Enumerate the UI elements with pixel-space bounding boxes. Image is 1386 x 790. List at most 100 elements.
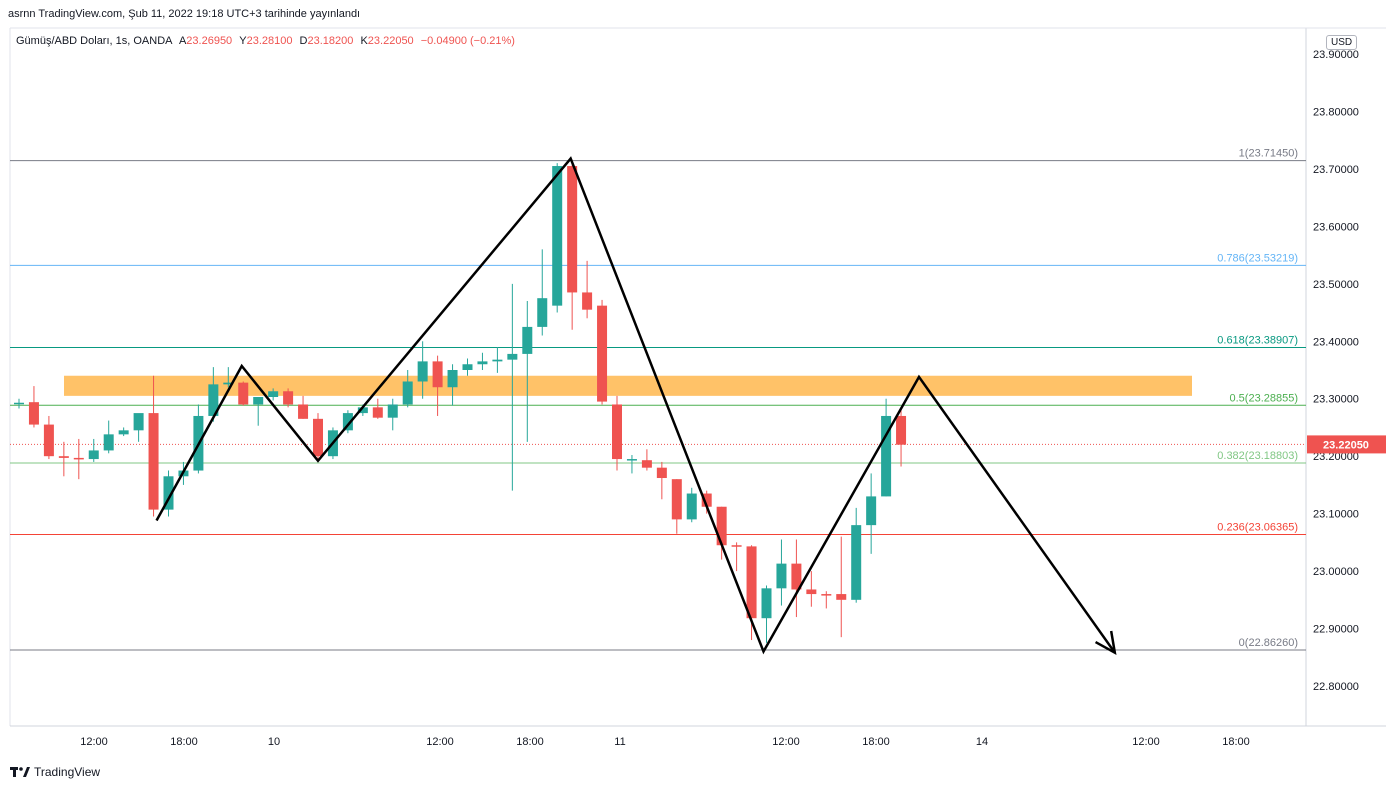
time-axis-tick-label: 12:00 xyxy=(772,736,800,748)
time-axis-tick-label: 10 xyxy=(268,736,280,748)
legend-change-value: −0.04900 (−0.21%) xyxy=(420,35,515,47)
candle-body xyxy=(298,404,309,419)
candle-body xyxy=(28,402,39,425)
legend-symbol: Gümüş/ABD Doları, 1s, OANDA xyxy=(16,35,172,47)
last-price-label: 23.22050 xyxy=(1323,439,1369,451)
candle-body xyxy=(776,563,787,589)
footer-brand-text: TradingView xyxy=(34,765,101,779)
candle-body xyxy=(567,166,578,293)
fib-level-label: 0.5(23.28855) xyxy=(1230,392,1299,404)
candle-body xyxy=(806,589,817,595)
chart-legend: Gümüş/ABD Doları, 1s, OANDA A23.26950 Y2… xyxy=(16,35,515,47)
currency-badge[interactable]: USD xyxy=(1326,35,1358,50)
time-axis-tick-label: 12:00 xyxy=(80,736,108,748)
candle-body xyxy=(761,588,772,619)
candle-body xyxy=(582,292,593,310)
candle-body xyxy=(208,384,219,416)
legend-low-label: D xyxy=(299,35,308,47)
candle-body xyxy=(731,545,742,547)
price-axis-tick-label: 23.40000 xyxy=(1313,336,1359,348)
candle-body xyxy=(656,467,667,479)
price-axis-tick-label: 23.80000 xyxy=(1313,106,1359,118)
candle-body xyxy=(88,450,99,460)
candle-body xyxy=(537,298,548,327)
candle-body xyxy=(746,546,757,619)
candle-body xyxy=(73,457,84,460)
candle-body xyxy=(836,594,847,600)
candle-body xyxy=(552,166,563,306)
candle-body xyxy=(148,413,159,510)
candle-body xyxy=(821,594,832,596)
price-axis-tick-label: 23.00000 xyxy=(1313,566,1359,578)
fib-level-label: 0.786(23.53219) xyxy=(1217,252,1298,264)
candle-body xyxy=(238,382,249,405)
price-axis-tick-label: 23.30000 xyxy=(1313,394,1359,406)
price-axis-tick-label: 23.60000 xyxy=(1313,221,1359,233)
candle-body xyxy=(14,402,24,405)
footer-branding: TradingView xyxy=(10,765,100,779)
time-axis-tick-label: 12:00 xyxy=(1132,736,1160,748)
candle-body xyxy=(447,370,458,388)
time-axis-tick-label: 18:00 xyxy=(170,736,198,748)
candle-body xyxy=(626,459,637,461)
price-axis-tick-label: 23.20000 xyxy=(1313,451,1359,463)
candle-body xyxy=(701,493,712,507)
candle-body xyxy=(342,413,353,431)
candle-body xyxy=(492,359,503,362)
legend-open-label: A xyxy=(178,35,187,47)
candle-body xyxy=(357,407,368,414)
fib-level-label: 0(22.86260) xyxy=(1239,637,1298,649)
candle-body xyxy=(163,476,174,510)
tradingview-logo-icon xyxy=(10,766,30,778)
last-price-marker xyxy=(1307,435,1386,454)
candle-body xyxy=(223,382,234,385)
fib-level-label: 0.382(23.18803) xyxy=(1217,450,1298,462)
projection-arrowhead xyxy=(1094,630,1117,656)
time-axis-tick-label: 11 xyxy=(614,736,625,748)
resistance-zone xyxy=(64,375,1192,396)
legend-close-label: K xyxy=(360,35,368,47)
candle-body xyxy=(671,479,682,520)
candle-body xyxy=(866,496,877,526)
candle-body xyxy=(118,430,129,435)
legend-open-value: 23.26950 xyxy=(186,35,233,47)
candle-body xyxy=(462,364,473,370)
candle-body xyxy=(851,525,862,600)
projection-path xyxy=(155,156,1116,655)
candle-body xyxy=(283,391,294,405)
candle-body xyxy=(612,404,622,460)
fib-level-label: 0.618(23.38907) xyxy=(1217,335,1298,347)
legend-close-value: 23.22050 xyxy=(367,35,414,47)
price-axis-tick-label: 23.50000 xyxy=(1313,279,1359,291)
candle-body xyxy=(641,460,652,468)
candle-body xyxy=(417,361,428,382)
price-axis-tick-label: 22.80000 xyxy=(1313,681,1359,693)
candle-body xyxy=(686,493,697,520)
candle-body xyxy=(43,424,54,457)
candle-body xyxy=(372,407,383,418)
legend-high-value: 23.28100 xyxy=(246,35,293,47)
candle-body xyxy=(597,305,608,402)
legend-low-value: 23.18200 xyxy=(307,35,354,47)
time-axis-tick-label: 18:00 xyxy=(516,736,544,748)
price-axis-tick-label: 23.90000 xyxy=(1313,49,1359,61)
candle-body xyxy=(402,381,413,405)
candle-body xyxy=(58,456,69,458)
candle-body xyxy=(477,361,488,365)
price-axis-tick-label: 23.10000 xyxy=(1313,509,1359,521)
publisher-caption: asrnn TradingView.com, Şub 11, 2022 19:1… xyxy=(8,8,361,20)
candle-body xyxy=(507,353,518,360)
time-axis-tick-label: 14 xyxy=(976,736,988,748)
candle-body xyxy=(103,434,114,451)
candle-body xyxy=(791,563,802,590)
legend-high-label: Y xyxy=(239,35,247,47)
candle-body xyxy=(133,413,144,431)
candle-body xyxy=(716,506,727,546)
candle-body xyxy=(881,415,892,497)
fib-level-label: 1(23.71450) xyxy=(1239,148,1298,160)
time-axis-tick-label: 18:00 xyxy=(1222,736,1250,748)
time-axis-tick-label: 18:00 xyxy=(862,736,890,748)
price-axis-tick-label: 22.90000 xyxy=(1313,624,1359,636)
candle-body xyxy=(313,418,323,457)
